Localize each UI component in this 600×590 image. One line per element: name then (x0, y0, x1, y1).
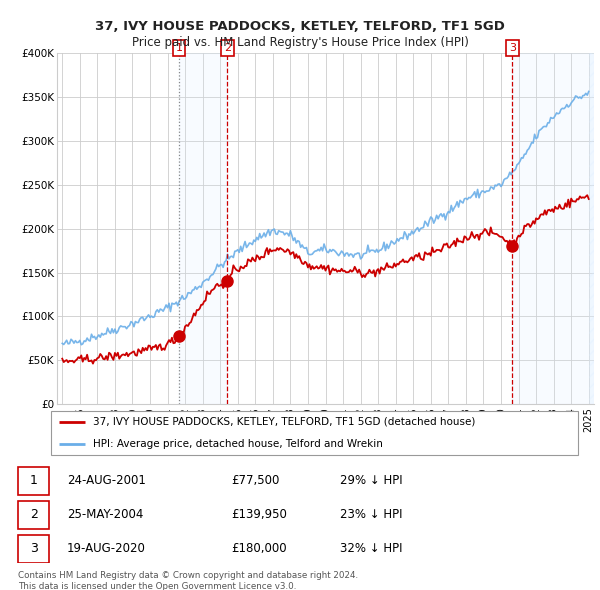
Text: 1: 1 (29, 474, 38, 487)
Text: £180,000: £180,000 (231, 542, 287, 556)
FancyBboxPatch shape (18, 535, 49, 563)
FancyBboxPatch shape (18, 501, 49, 529)
Text: 3: 3 (509, 43, 516, 53)
Text: 29% ↓ HPI: 29% ↓ HPI (340, 474, 403, 487)
FancyBboxPatch shape (18, 467, 49, 495)
Bar (179, 53, 227, 404)
Text: HPI: Average price, detached house, Telford and Wrekin: HPI: Average price, detached house, Telf… (94, 439, 383, 449)
FancyBboxPatch shape (50, 411, 578, 455)
Text: 23% ↓ HPI: 23% ↓ HPI (340, 509, 403, 522)
Text: 19-AUG-2020: 19-AUG-2020 (67, 542, 146, 556)
Text: 2: 2 (224, 43, 231, 53)
Text: 37, IVY HOUSE PADDOCKS, KETLEY, TELFORD, TF1 5GD (detached house): 37, IVY HOUSE PADDOCKS, KETLEY, TELFORD,… (94, 417, 476, 427)
Text: Contains HM Land Registry data © Crown copyright and database right 2024.
This d: Contains HM Land Registry data © Crown c… (18, 571, 358, 590)
Text: 3: 3 (29, 542, 38, 556)
Text: Price paid vs. HM Land Registry's House Price Index (HPI): Price paid vs. HM Land Registry's House … (131, 36, 469, 49)
Text: 1: 1 (175, 43, 182, 53)
Bar (512, 53, 594, 404)
Text: 24-AUG-2001: 24-AUG-2001 (67, 474, 146, 487)
Text: 32% ↓ HPI: 32% ↓ HPI (340, 542, 403, 556)
Bar (589, 53, 594, 404)
Text: 37, IVY HOUSE PADDOCKS, KETLEY, TELFORD, TF1 5GD: 37, IVY HOUSE PADDOCKS, KETLEY, TELFORD,… (95, 20, 505, 33)
Text: 2: 2 (29, 509, 38, 522)
Text: 25-MAY-2004: 25-MAY-2004 (67, 509, 143, 522)
Text: £77,500: £77,500 (231, 474, 279, 487)
Text: £139,950: £139,950 (231, 509, 287, 522)
